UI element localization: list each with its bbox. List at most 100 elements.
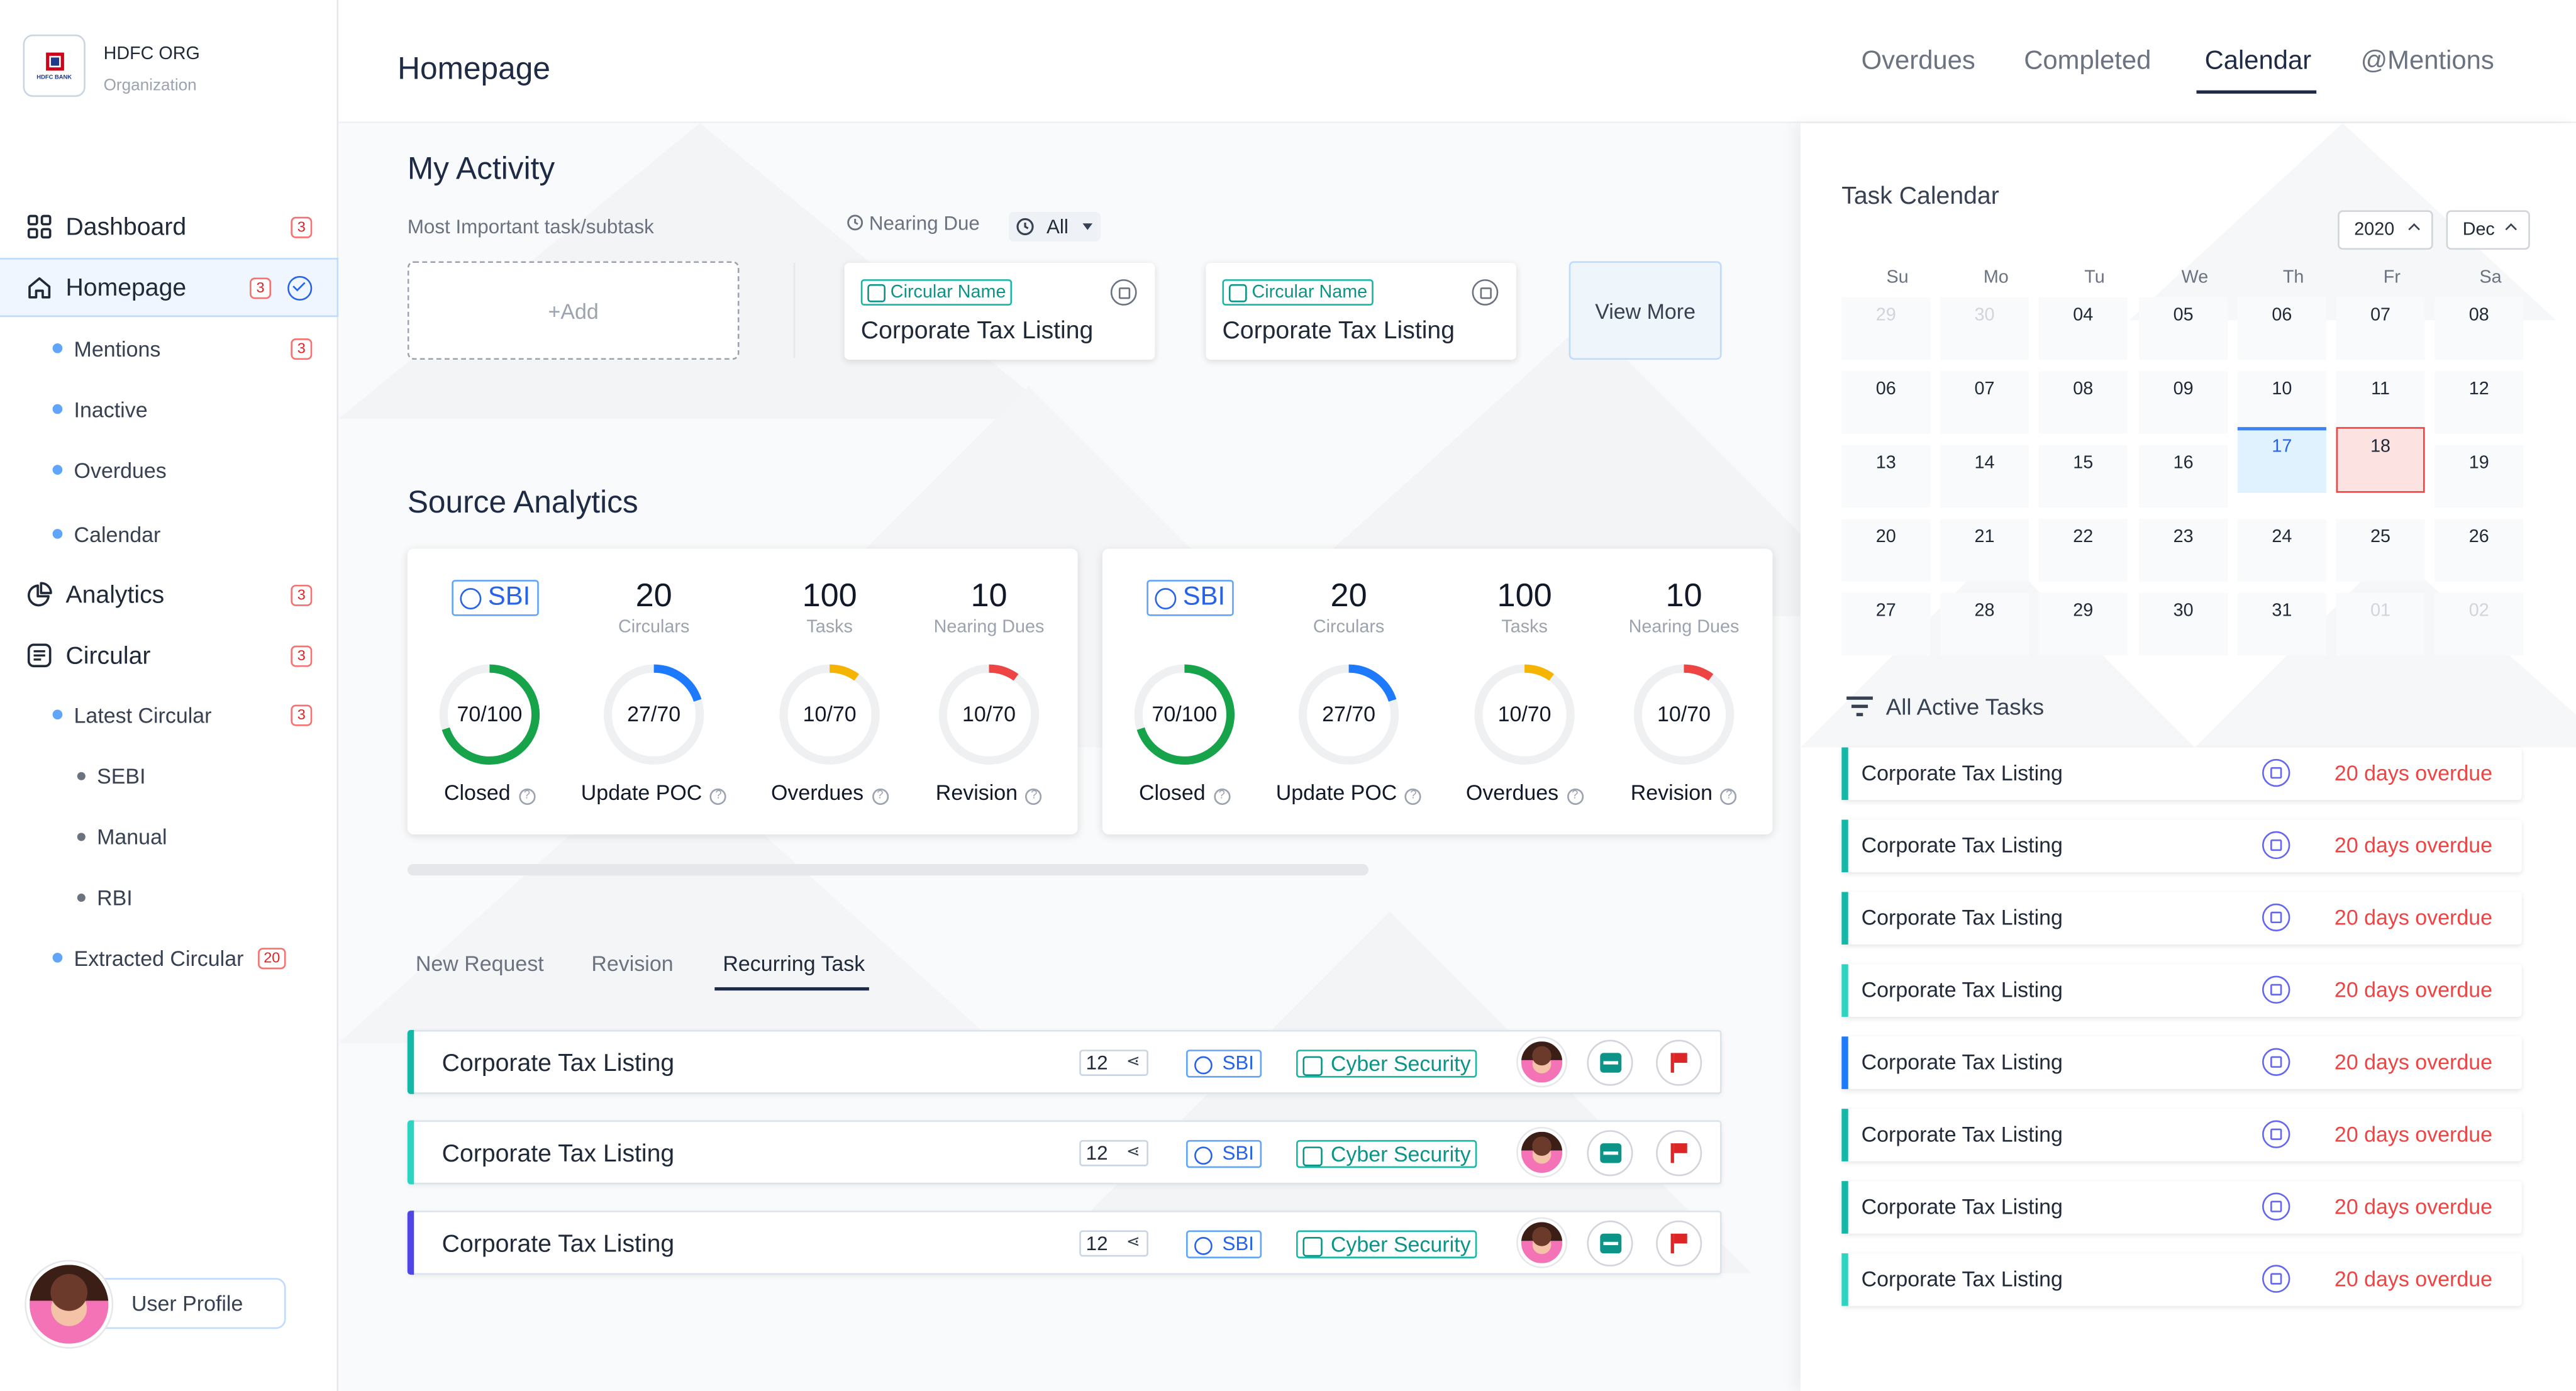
active-task-row[interactable]: Corporate Tax Listing 20 days overdue (1841, 1253, 2522, 1306)
calendar-day[interactable]: 09 (2139, 371, 2228, 434)
help-icon[interactable]: ? (872, 788, 889, 805)
active-task-row[interactable]: Corporate Tax Listing 20 days overdue (1841, 1181, 2522, 1234)
calendar-day[interactable]: 05 (2139, 297, 2228, 360)
open-link-icon[interactable] (2262, 1048, 2290, 1076)
calendar-day[interactable]: 23 (2139, 519, 2228, 582)
task-row[interactable]: Corporate Tax Listing 12 ⋖ SBI Cyber Securit… (407, 1120, 1722, 1185)
view-more-button[interactable]: View More (1568, 261, 1722, 360)
calendar-day[interactable]: 30 (2139, 593, 2228, 656)
assignee-avatar[interactable] (1518, 1219, 1566, 1267)
calendar-day[interactable]: 12 (2434, 371, 2524, 434)
flag-button[interactable] (1656, 1039, 1702, 1086)
filter-icon[interactable] (1846, 696, 1873, 716)
help-icon[interactable]: ? (1026, 788, 1043, 805)
calendar-day[interactable]: 13 (1841, 445, 1931, 508)
calendar-day[interactable]: 17 (2237, 427, 2326, 493)
task-row[interactable]: Corporate Tax Listing 12 ⋖ SBI Cyber Securit… (407, 1211, 1722, 1275)
assignee-avatar[interactable] (1518, 1038, 1566, 1086)
sidebar-item-manual[interactable]: Manual (0, 807, 338, 866)
sidebar-item-overdues[interactable]: Overdues (0, 440, 338, 499)
open-link-icon[interactable] (2262, 1265, 2290, 1293)
calendar-day[interactable]: 22 (2038, 519, 2128, 582)
open-link-icon[interactable] (2262, 831, 2290, 860)
calendar-day[interactable]: 06 (2237, 297, 2326, 360)
sidebar-item-mentions[interactable]: Mentions 3 (0, 319, 338, 378)
active-task-row[interactable]: Corporate Tax Listing 20 days overdue (1841, 892, 2522, 945)
add-task-button[interactable]: +Add (407, 261, 740, 360)
calendar-day[interactable]: 07 (1940, 371, 2029, 434)
help-icon[interactable]: ? (710, 788, 727, 805)
sidebar-item-inactive[interactable]: Inactive (0, 379, 338, 438)
calendar-day[interactable]: 15 (2038, 445, 2128, 508)
sidebar-item-dashboard[interactable]: Dashboard 3 (0, 197, 338, 256)
calendar-day[interactable]: 06 (1841, 371, 1931, 434)
calendar-day[interactable]: 29 (2038, 593, 2128, 656)
year-select[interactable]: 2020 (2338, 210, 2433, 250)
sidebar-item-latest-circular[interactable]: Latest Circular 3 (0, 685, 338, 744)
calendar-day[interactable]: 01 (2336, 593, 2425, 656)
calendar-day[interactable]: 19 (2434, 445, 2524, 508)
open-link-icon[interactable] (2262, 1120, 2290, 1148)
calendar-day[interactable]: 24 (2237, 519, 2326, 582)
flag-button[interactable] (1656, 1130, 1702, 1177)
calendar-day[interactable]: 25 (2336, 519, 2425, 582)
calendar-day[interactable]: 11 (2336, 371, 2425, 434)
sidebar-item-sebi[interactable]: SEBI (0, 746, 338, 805)
open-link-icon[interactable] (1110, 279, 1137, 306)
calendar-day[interactable]: 02 (2434, 593, 2524, 656)
calendar-day[interactable]: 14 (1940, 445, 2029, 508)
active-task-row[interactable]: Corporate Tax Listing 20 days overdue (1841, 964, 2522, 1017)
open-link-icon[interactable] (2262, 758, 2290, 787)
sidebar-item-rbi[interactable]: RBI (0, 867, 338, 926)
month-select[interactable]: Dec (2446, 210, 2530, 250)
tab-calendar[interactable]: Calendar (2204, 47, 2312, 76)
calendar-day[interactable]: 20 (1841, 519, 1931, 582)
open-link-icon[interactable] (2262, 1192, 2290, 1221)
tab-recurring-task[interactable]: Recurring Task (723, 951, 865, 976)
help-icon[interactable]: ? (518, 788, 535, 805)
calendar-day[interactable]: 08 (2038, 371, 2128, 434)
calendar-day[interactable]: 27 (1841, 593, 1931, 656)
activity-card[interactable]: Circular Name Corporate Tax Listing (844, 262, 1155, 360)
subtask-count-chip[interactable]: 12 ⋖ (1079, 1139, 1148, 1167)
calendar-day[interactable]: 28 (1940, 593, 2029, 656)
activity-card[interactable]: Circular Name Corporate Tax Listing (1206, 262, 1517, 360)
user-avatar[interactable] (26, 1261, 112, 1348)
subtask-count-chip[interactable]: 12 ⋖ (1079, 1230, 1148, 1257)
task-row[interactable]: Corporate Tax Listing 12 ⋖ SBI Cyber Securit… (407, 1029, 1722, 1094)
calendar-day[interactable]: 16 (2139, 445, 2228, 508)
tab-revision[interactable]: Revision (591, 951, 674, 976)
sidebar-item-analytics[interactable]: Analytics 3 (0, 565, 338, 624)
calendar-day[interactable]: 18 (2336, 427, 2425, 493)
tab-new-request[interactable]: New Request (415, 951, 544, 976)
horizontal-scrollbar[interactable] (407, 864, 1368, 876)
active-task-row[interactable]: Corporate Tax Listing 20 days overdue (1841, 1109, 2522, 1161)
open-link-icon[interactable] (2262, 903, 2290, 932)
tab-overdues[interactable]: Overdues (1861, 47, 1975, 76)
schedule-button[interactable] (1587, 1130, 1633, 1177)
schedule-button[interactable] (1587, 1039, 1633, 1086)
calendar-day[interactable]: 30 (1940, 297, 2029, 360)
sidebar-item-calendar[interactable]: Calendar (0, 504, 338, 563)
tab-completed[interactable]: Completed (2024, 47, 2151, 76)
calendar-day[interactable]: 21 (1940, 519, 2029, 582)
filter-select[interactable]: All (1008, 211, 1101, 241)
help-icon[interactable]: ? (1213, 788, 1230, 805)
open-link-icon[interactable] (1472, 279, 1499, 306)
calendar-day[interactable]: 26 (2434, 519, 2524, 582)
sidebar-item-homepage[interactable]: Homepage 3 (0, 258, 339, 318)
help-icon[interactable]: ? (1405, 788, 1422, 805)
open-link-icon[interactable] (2262, 975, 2290, 1004)
sidebar-item-circular[interactable]: Circular 3 (0, 626, 338, 685)
assignee-avatar[interactable] (1518, 1128, 1566, 1177)
sidebar-item-extracted-circular[interactable]: Extracted Circular 20 (0, 928, 338, 987)
calendar-day[interactable]: 07 (2336, 297, 2425, 360)
active-task-row[interactable]: Corporate Tax Listing 20 days overdue (1841, 819, 2522, 873)
active-task-row[interactable]: Corporate Tax Listing 20 days overdue (1841, 1036, 2522, 1089)
calendar-day[interactable]: 08 (2434, 297, 2524, 360)
subtask-count-chip[interactable]: 12 ⋖ (1079, 1050, 1148, 1076)
calendar-day[interactable]: 31 (2237, 593, 2326, 656)
calendar-day[interactable]: 29 (1841, 297, 1931, 360)
active-task-row[interactable]: Corporate Tax Listing 20 days overdue (1841, 747, 2522, 801)
tab-mentions[interactable]: @Mentions (2360, 47, 2494, 76)
